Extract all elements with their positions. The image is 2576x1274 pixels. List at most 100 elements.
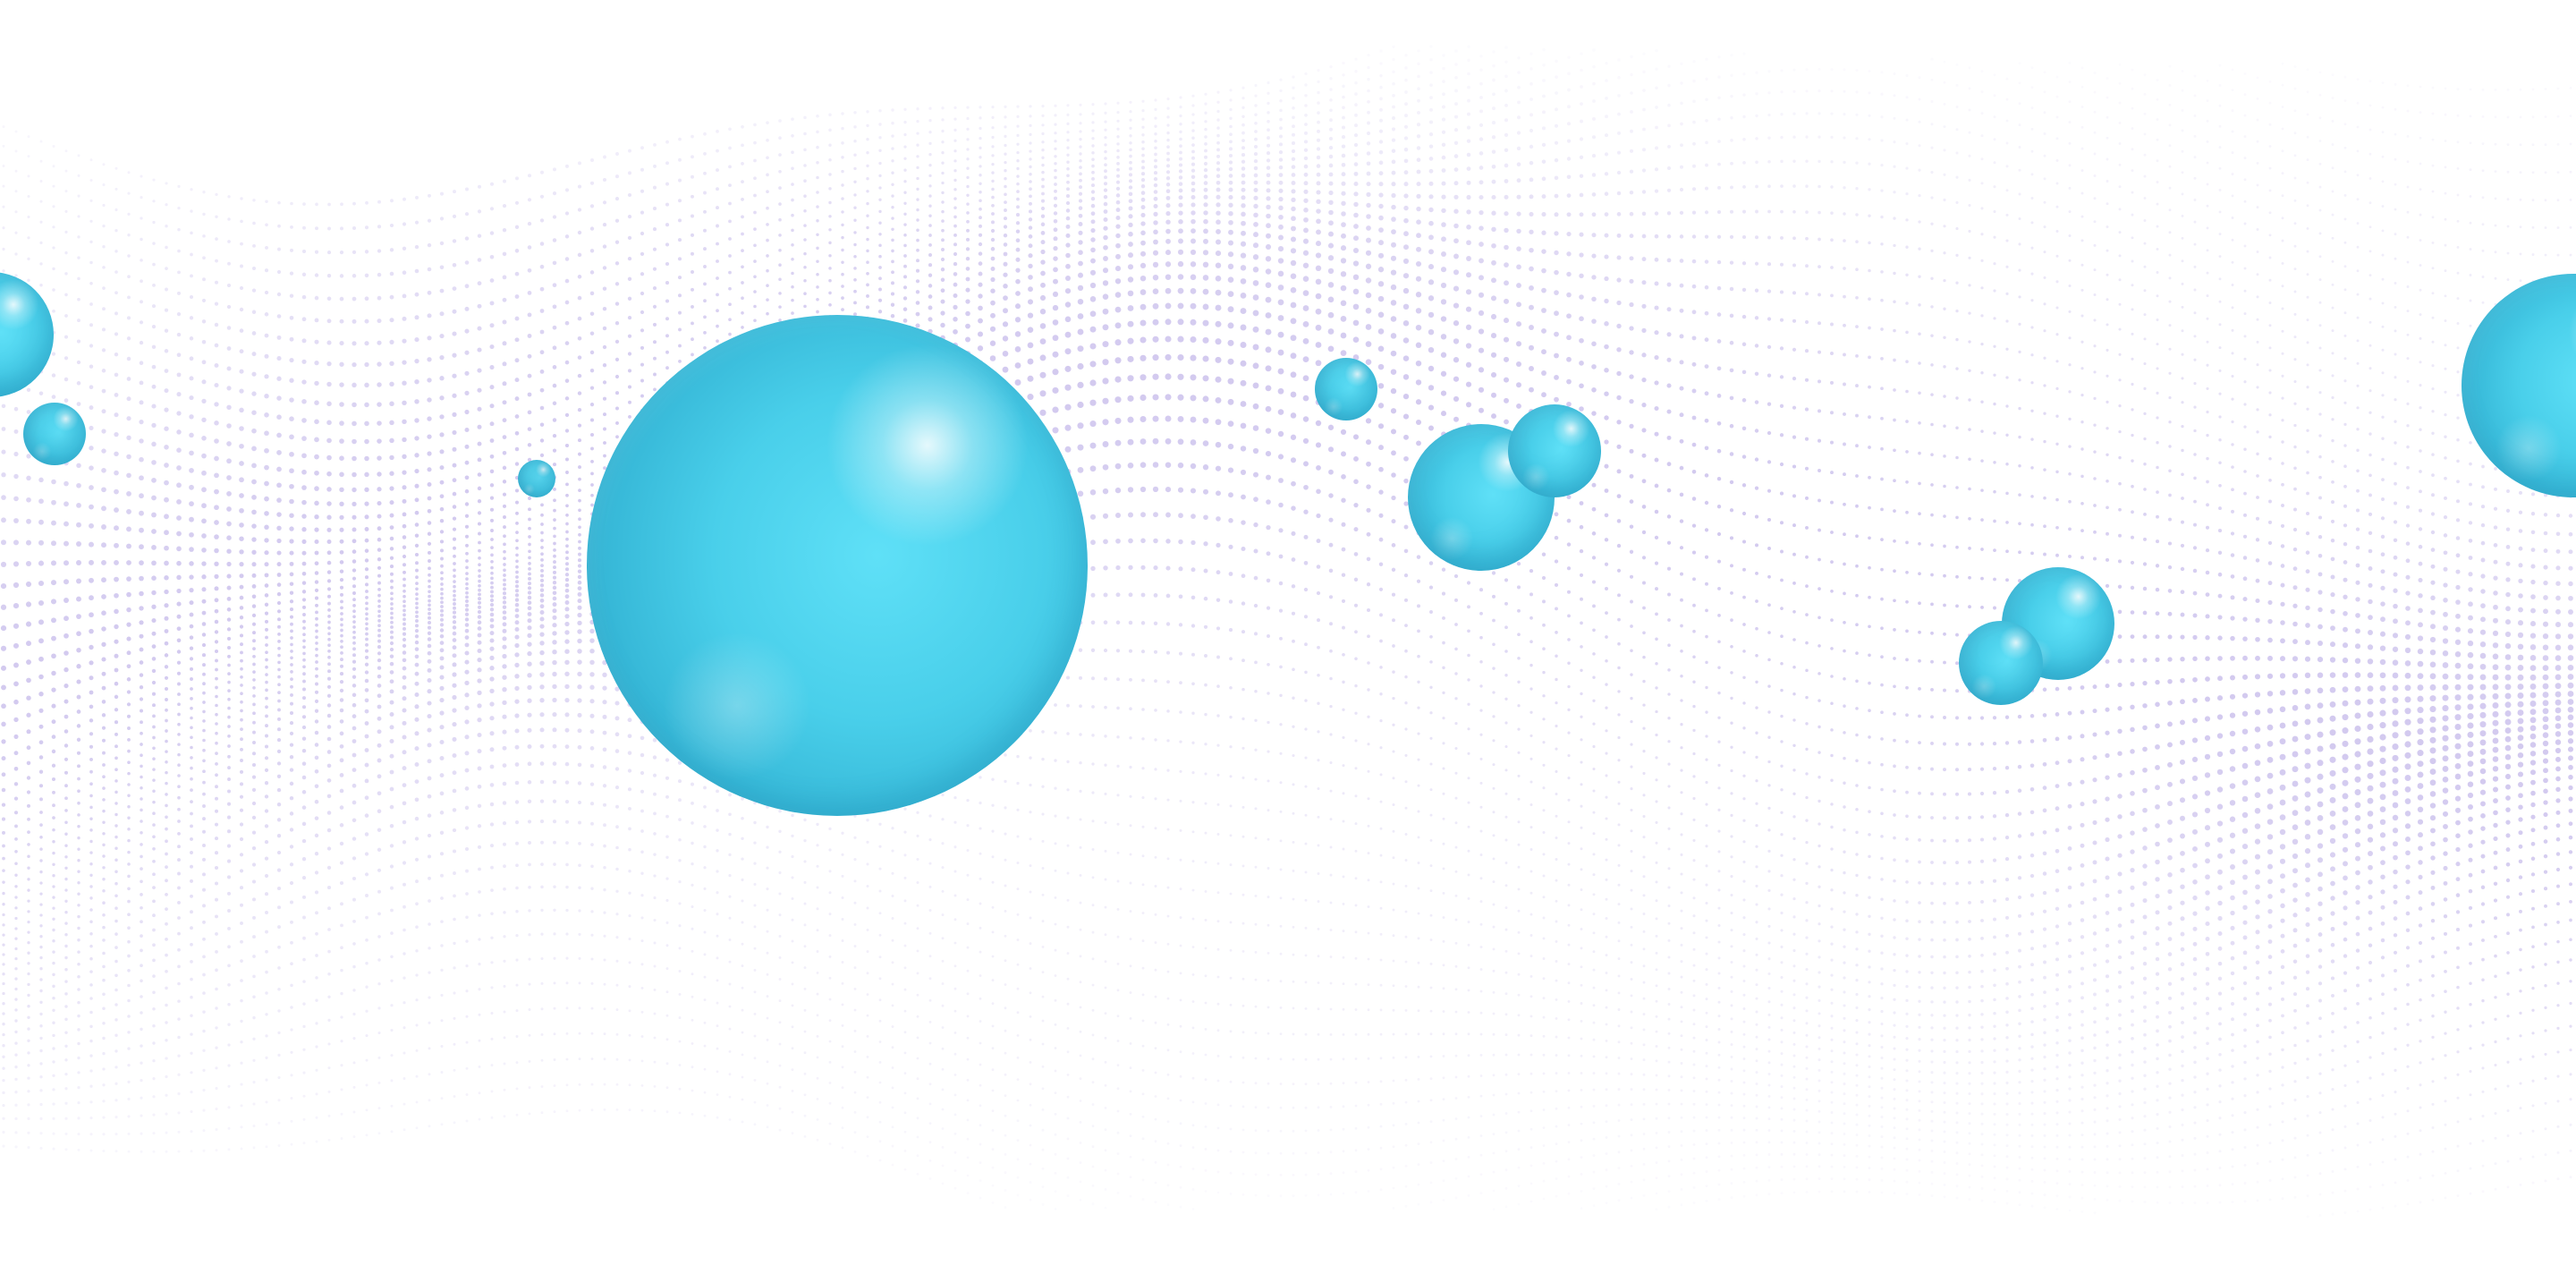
- wave-dot: [189, 624, 194, 629]
- wave-dot: [1266, 143, 1271, 148]
- wave-dot: [2280, 564, 2285, 568]
- wave-dot: [2231, 420, 2234, 424]
- wave-dot: [1730, 161, 1733, 166]
- wave-dot: [515, 176, 519, 181]
- wave-dot: [51, 499, 56, 505]
- wave-dot: [1141, 159, 1145, 164]
- wave-dot: [703, 345, 707, 350]
- wave-dot: [1354, 103, 1358, 106]
- wave-dot: [2444, 456, 2447, 460]
- wave-dot: [1517, 100, 1521, 105]
- wave-dot: [1654, 457, 1659, 463]
- wave-dot: [402, 570, 406, 574]
- wave-dot: [803, 148, 807, 152]
- wave-dot: [1704, 364, 1709, 369]
- wave-dot: [741, 180, 744, 183]
- wave-dot: [264, 573, 269, 578]
- wave-dot: [1566, 292, 1572, 298]
- wave-dot: [251, 594, 257, 599]
- wave-dot: [665, 202, 670, 207]
- wave-dot: [991, 162, 995, 166]
- wave-dot: [2281, 285, 2284, 288]
- wave-dot: [2230, 553, 2235, 557]
- wave-dot: [1204, 92, 1208, 96]
- wave-dot: [2419, 361, 2422, 364]
- wave-dot: [1265, 243, 1272, 251]
- wave-dot: [991, 203, 995, 208]
- wave-dot: [1742, 138, 1746, 141]
- wave-dot: [2043, 329, 2046, 333]
- wave-dot: [352, 402, 357, 408]
- wave-dot: [389, 381, 394, 387]
- wave-dot: [1905, 191, 1909, 196]
- wave-dot: [1191, 113, 1195, 116]
- wave-dot: [1203, 167, 1208, 173]
- wave-dot: [1266, 151, 1271, 156]
- wave-dot: [477, 326, 482, 331]
- wave-dot: [2543, 565, 2548, 570]
- wave-dot: [352, 226, 356, 230]
- wave-dot: [52, 184, 55, 188]
- wave-dot: [239, 443, 244, 449]
- wave-dot: [2456, 193, 2460, 197]
- wave-dot: [1216, 194, 1221, 200]
- wave-dot: [389, 556, 394, 560]
- wave-dot: [1717, 96, 1721, 100]
- wave-dot: [1542, 47, 1546, 52]
- wave-dot: [1830, 112, 1834, 115]
- wave-dot: [791, 117, 794, 121]
- wave-dot: [1479, 180, 1484, 185]
- wave-dot: [1029, 141, 1032, 145]
- wave-dot: [1292, 124, 1295, 129]
- wave-dot: [2181, 70, 2184, 72]
- wave-dot: [326, 420, 332, 426]
- wave-dot: [1605, 62, 1608, 65]
- wave-dot: [1004, 184, 1007, 189]
- wave-dot: [464, 502, 470, 506]
- wave-dot: [239, 388, 244, 394]
- wave-dot: [2205, 548, 2210, 553]
- wave-dot: [38, 539, 44, 546]
- wave-dot: [1054, 183, 1057, 186]
- wave-dot: [402, 316, 407, 321]
- wave-dot: [979, 106, 982, 109]
- wave-dot: [590, 459, 594, 463]
- wave-dot: [2381, 325, 2385, 328]
- wave-dot: [1830, 411, 1834, 415]
- wave-dot: [766, 268, 769, 273]
- wave-dot: [1490, 392, 1497, 398]
- wave-dot: [1040, 240, 1046, 245]
- wave-dot: [1880, 115, 1884, 119]
- wave-dot: [2193, 199, 2197, 201]
- wave-dot: [953, 169, 957, 173]
- wave-dot: [816, 175, 819, 180]
- wave-dot: [489, 301, 495, 306]
- wave-dot: [716, 293, 719, 297]
- wave-dot: [1905, 540, 1909, 545]
- wave-dot: [603, 155, 606, 159]
- wave-dot: [1016, 133, 1020, 138]
- wave-dot: [1968, 256, 1971, 259]
- wave-dot: [440, 548, 444, 553]
- wave-dot: [1968, 154, 1971, 157]
- wave-dot: [2406, 445, 2410, 449]
- wave-dot: [1402, 258, 1410, 264]
- wave-dot: [1855, 240, 1859, 243]
- wave-dot: [2418, 527, 2423, 531]
- wave-dot: [289, 607, 294, 612]
- wave-dot: [1893, 94, 1896, 98]
- wave-dot: [2105, 557, 2110, 562]
- wave-dot: [540, 552, 544, 556]
- wave-dot: [1441, 251, 1446, 257]
- wave-dot: [1027, 312, 1034, 318]
- wave-dot: [89, 465, 94, 471]
- wave-dot: [1654, 257, 1659, 262]
- wave-dot: [1930, 305, 1934, 309]
- wave-dot: [214, 420, 219, 426]
- wave-dot: [2494, 89, 2497, 91]
- wave-dot: [2106, 323, 2109, 327]
- wave-dot: [139, 340, 144, 345]
- wave-dot: [589, 369, 595, 373]
- wave-dot: [1893, 418, 1896, 422]
- wave-dot: [1741, 369, 1747, 375]
